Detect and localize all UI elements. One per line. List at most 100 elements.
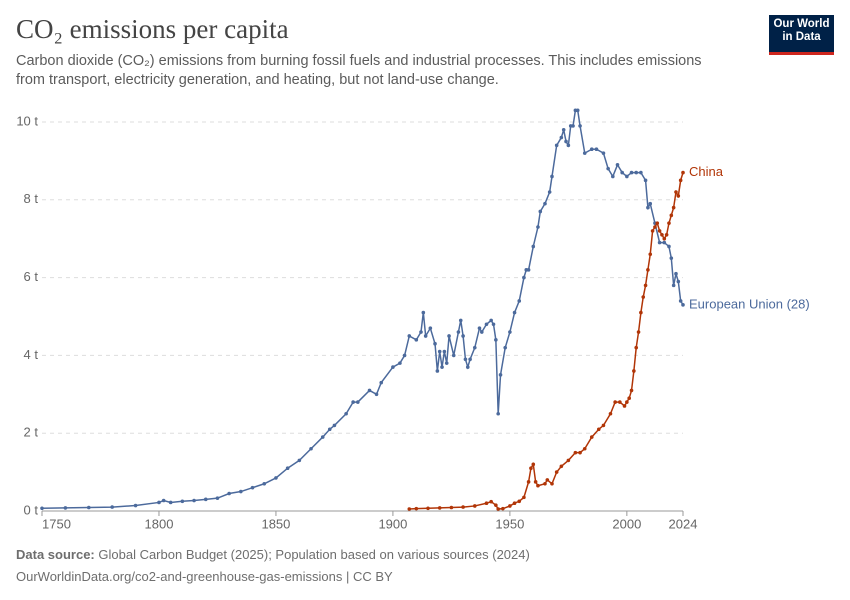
point (646, 205, 650, 210)
point (650, 229, 655, 233)
point (227, 491, 231, 496)
point (536, 225, 540, 229)
point (367, 388, 372, 393)
point (664, 233, 669, 237)
point (571, 124, 575, 128)
point (110, 505, 114, 509)
point (662, 236, 667, 241)
point (625, 400, 629, 404)
point (437, 349, 442, 354)
point (351, 400, 355, 404)
point (86, 505, 91, 510)
point (517, 499, 522, 504)
point (594, 147, 599, 152)
point (589, 435, 594, 439)
point (262, 481, 267, 486)
point (501, 506, 505, 511)
point (671, 283, 676, 288)
point (667, 244, 671, 249)
y-tick-label: 8 t (24, 191, 39, 206)
point (629, 388, 634, 393)
point (356, 400, 360, 404)
point (40, 506, 44, 511)
point (477, 326, 482, 330)
point (442, 349, 447, 354)
point (639, 170, 643, 175)
point (667, 221, 671, 225)
point (589, 147, 594, 152)
point (531, 244, 536, 249)
point (678, 299, 683, 303)
point (613, 400, 617, 404)
point (526, 480, 531, 484)
point (564, 139, 568, 144)
point (566, 458, 571, 463)
point (573, 450, 578, 455)
point (517, 299, 522, 303)
point (554, 143, 559, 148)
point (421, 310, 426, 315)
url[interactable]: OurWorldinData.org/co2-and-greenhouse-ga… (16, 569, 393, 584)
y-tick-label: 6 t (24, 269, 39, 284)
point (449, 505, 454, 510)
x-tick-label: 1800 (145, 516, 174, 531)
point (433, 341, 437, 346)
point (414, 338, 419, 342)
logo[interactable]: Our World in Data (769, 15, 834, 55)
point (533, 480, 538, 484)
point (674, 190, 678, 194)
point (496, 507, 500, 511)
point (657, 229, 662, 233)
point (494, 338, 498, 342)
point (676, 279, 681, 284)
point (522, 275, 526, 280)
point (465, 365, 470, 369)
point (554, 470, 559, 474)
point (669, 213, 674, 218)
point (215, 496, 220, 500)
point (634, 345, 639, 350)
point (239, 489, 243, 494)
series-label: China (689, 164, 724, 179)
point (494, 503, 498, 507)
point (503, 345, 508, 350)
x-tick-label: 1950 (495, 516, 524, 531)
point (180, 499, 185, 504)
point (463, 357, 468, 362)
y-tick-label: 10 t (16, 113, 38, 128)
point (426, 506, 430, 511)
point (543, 201, 547, 206)
point (508, 504, 512, 508)
point (419, 330, 423, 334)
point (161, 498, 166, 503)
subtitle: Carbon dioxide (CO₂) emissions from burn… (16, 53, 702, 88)
point (545, 478, 550, 482)
point (671, 205, 676, 210)
point (440, 365, 444, 369)
source-label: Data source: (16, 547, 95, 562)
point (653, 225, 657, 229)
point (550, 481, 554, 486)
point (648, 252, 653, 257)
point (522, 495, 526, 500)
point (622, 404, 627, 408)
point (472, 345, 477, 350)
point (606, 166, 610, 171)
source-text: Global Carbon Budget (2025); Population … (98, 547, 530, 562)
point (344, 411, 348, 416)
x-tick-label: 2024 (669, 516, 698, 531)
series-line (41, 109, 684, 510)
point (550, 174, 554, 179)
point (559, 464, 564, 469)
series-label: European Union (28) (689, 296, 810, 311)
point (566, 143, 571, 148)
point (512, 501, 517, 506)
point (285, 466, 290, 471)
point (379, 380, 384, 385)
point (489, 318, 493, 323)
point (374, 392, 379, 397)
point (407, 507, 412, 511)
point (489, 499, 493, 504)
point (648, 201, 653, 206)
